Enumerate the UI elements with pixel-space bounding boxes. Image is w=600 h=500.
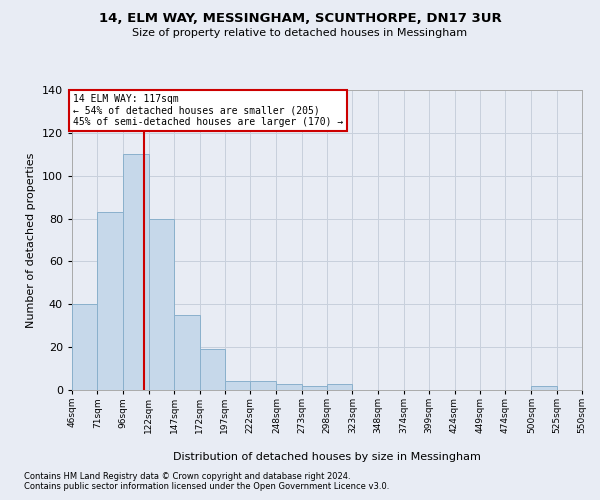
Bar — [225, 382, 250, 390]
Bar — [532, 386, 557, 390]
Bar — [149, 218, 174, 390]
Bar — [72, 304, 97, 390]
Bar — [277, 384, 302, 390]
Bar — [302, 386, 327, 390]
Bar — [199, 350, 225, 390]
Bar — [97, 212, 122, 390]
Text: Distribution of detached houses by size in Messingham: Distribution of detached houses by size … — [173, 452, 481, 462]
Text: Contains HM Land Registry data © Crown copyright and database right 2024.: Contains HM Land Registry data © Crown c… — [24, 472, 350, 481]
Y-axis label: Number of detached properties: Number of detached properties — [26, 152, 36, 328]
Bar — [174, 315, 199, 390]
Bar — [250, 382, 277, 390]
Bar — [122, 154, 149, 390]
Text: 14 ELM WAY: 117sqm
← 54% of detached houses are smaller (205)
45% of semi-detach: 14 ELM WAY: 117sqm ← 54% of detached hou… — [73, 94, 343, 128]
Bar — [327, 384, 352, 390]
Text: Size of property relative to detached houses in Messingham: Size of property relative to detached ho… — [133, 28, 467, 38]
Text: 14, ELM WAY, MESSINGHAM, SCUNTHORPE, DN17 3UR: 14, ELM WAY, MESSINGHAM, SCUNTHORPE, DN1… — [98, 12, 502, 26]
Text: Contains public sector information licensed under the Open Government Licence v3: Contains public sector information licen… — [24, 482, 389, 491]
